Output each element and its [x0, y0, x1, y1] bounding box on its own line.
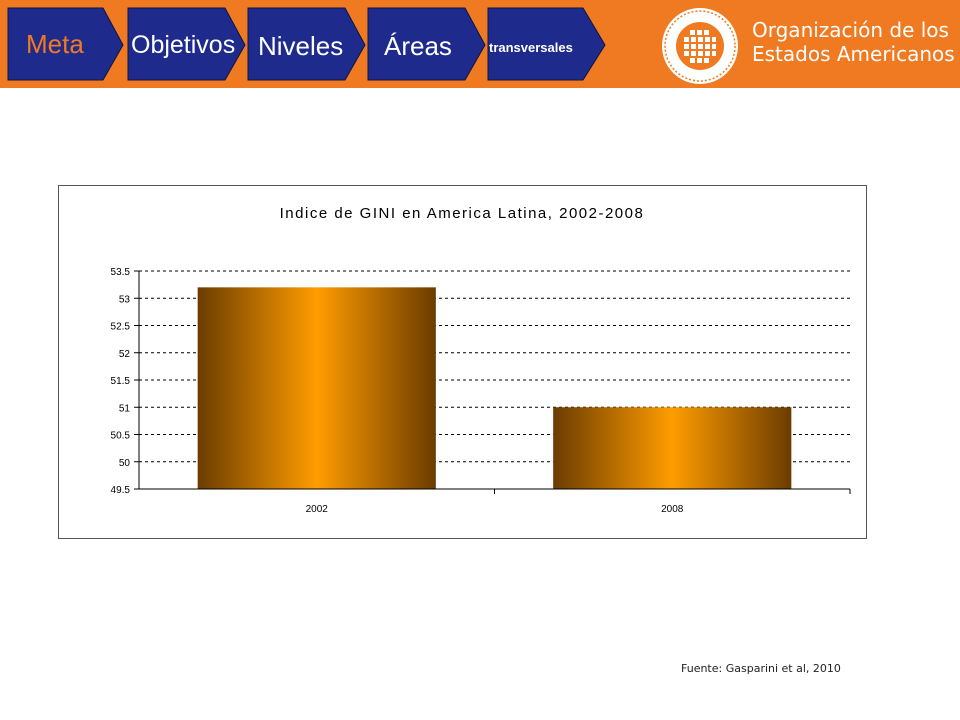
- nav-label-objetivos: Objetivos: [131, 31, 235, 59]
- y-tick-label: 50: [119, 458, 131, 469]
- chart-frame: Indice de GINI en America Latina, 2002-2…: [58, 185, 867, 539]
- nav-item-transversales[interactable]: transversales: [487, 7, 606, 81]
- bar-2008: [553, 407, 792, 489]
- nav-item-niveles[interactable]: Niveles: [247, 7, 366, 81]
- nav-label-transversales: transversales: [489, 40, 573, 55]
- source-note: Fuente: Gasparini et al, 2010: [681, 662, 841, 675]
- bar-2002: [197, 287, 436, 489]
- y-tick-label: 53.5: [111, 267, 131, 278]
- nav-label-areas: Áreas: [384, 31, 452, 61]
- y-tick-label: 52.5: [111, 322, 131, 333]
- org-name: Organización de los Estados Americanos: [752, 18, 955, 66]
- bars: [197, 287, 792, 489]
- nav-item-areas[interactable]: Áreas: [367, 7, 486, 81]
- y-tick-label: 52: [119, 349, 131, 360]
- gini-bar-chart: Indice de GINI en America Latina, 2002-2…: [111, 205, 851, 515]
- x-tick-label-2008: 2008: [661, 504, 684, 515]
- y-tick-label: 51.5: [111, 376, 131, 387]
- nav-label-meta: Meta: [26, 29, 84, 59]
- x-tick-labels: 2002 2008: [306, 504, 684, 515]
- axes: [134, 270, 851, 494]
- nav-item-meta[interactable]: Meta: [7, 7, 124, 81]
- y-tick-label: 53: [119, 294, 131, 305]
- nav-label-niveles: Niveles: [258, 31, 343, 61]
- grid-lines: [139, 270, 850, 463]
- org-name-line1: Organización de los: [752, 18, 949, 42]
- y-tick-label: 51: [119, 403, 131, 414]
- oas-seal-icon: [662, 8, 738, 84]
- nav-item-objetivos[interactable]: Objetivos: [127, 7, 246, 81]
- y-tick-label: 49.5: [111, 485, 131, 496]
- y-tick-labels: 49.5 50 50.5 51 51.5 52 52.5 53 53.5: [111, 267, 131, 496]
- nav-breadcrumb: Meta Objetivos Niveles Áreas transversal…: [7, 7, 606, 81]
- chart-title: Indice de GINI en America Latina, 2002-2…: [280, 205, 645, 222]
- y-tick-label: 50.5: [111, 431, 131, 442]
- org-name-line2: Estados Americanos: [752, 42, 955, 66]
- x-tick-label-2002: 2002: [306, 504, 329, 515]
